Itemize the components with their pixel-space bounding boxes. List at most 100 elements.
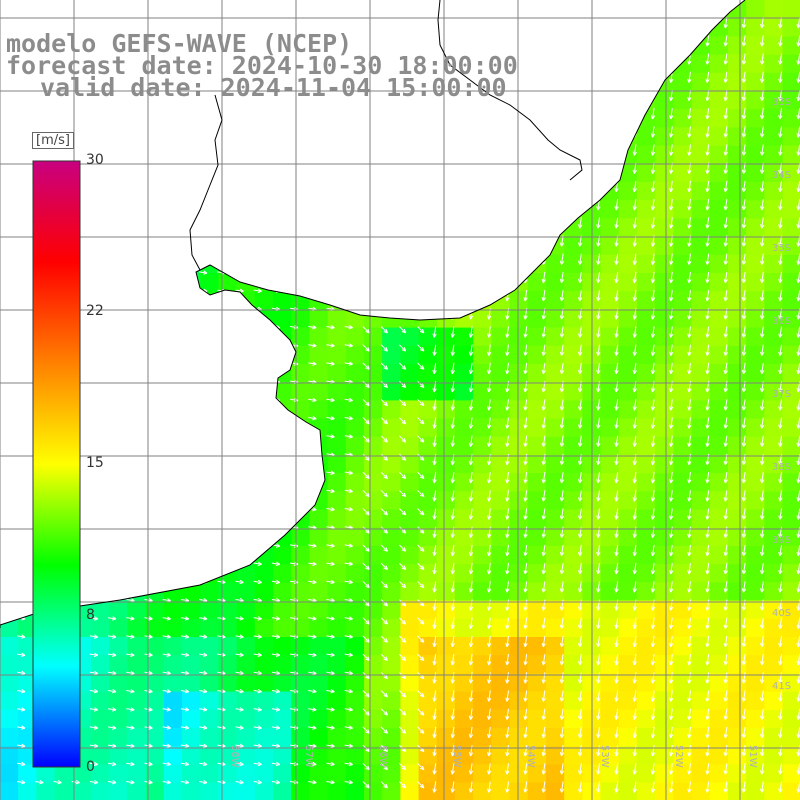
speed-cell [764,582,784,602]
speed-cell [618,582,638,602]
wind-arrow [398,562,407,570]
wind-arrow [108,652,117,657]
wind-arrow [523,362,528,375]
speed-cell [655,418,674,438]
wind-arrow [468,544,474,557]
speed-cell [709,527,729,547]
speed-cell [728,709,747,729]
speed-cell [127,782,147,800]
wind-arrow [326,779,335,785]
wind-arrow [632,472,637,484]
wind-arrow [344,415,353,421]
speed-cell [18,782,37,800]
speed-cell [436,709,456,729]
speed-cell [345,637,365,656]
speed-cell [436,364,456,383]
wind-arrow [559,544,565,557]
speed-cell [0,637,19,656]
speed-cell [527,273,547,292]
wind-arrow [417,599,425,607]
wind-arrow [541,581,546,593]
wind-arrow [541,490,546,502]
wind-arrow [523,745,528,757]
speed-cell [655,163,674,183]
wind-arrow [559,435,565,447]
speed-cell [691,691,711,711]
speed-cell [618,218,638,238]
wind-arrow [344,488,353,494]
speed-cell [673,382,693,401]
speed-cell [527,455,547,474]
wind-arrow [380,781,388,789]
speed-cell [273,673,292,693]
speed-cell [764,145,784,165]
speed-cell [473,746,492,765]
speed-cell [637,254,656,274]
speed-cell [473,691,492,711]
speed-cell [618,709,638,729]
wind-arrow [398,708,407,716]
speed-cell [345,364,365,383]
wind-arrow [417,471,425,479]
speed-cell [273,764,292,784]
wind-arrow [650,726,656,739]
wind-arrow [723,35,728,47]
wind-arrow [705,399,710,411]
speed-cell [564,709,583,729]
speed-cell [746,182,765,201]
wind-arrow [468,472,474,484]
longitude-label: 58W [229,745,240,768]
wind-arrow [723,89,728,102]
wind-arrow [596,726,601,739]
speed-cell [491,509,511,529]
wind-arrow [705,435,710,447]
speed-cell [637,291,656,310]
longitude-label: 52W [673,745,684,768]
speed-cell [637,582,656,602]
speed-cell [782,564,800,583]
speed-cell [728,382,747,401]
speed-cell [637,746,656,765]
wind-arrow [760,271,765,284]
wind-arrow [741,108,747,120]
wind-arrow [741,581,747,593]
speed-cell [309,564,329,583]
speed-cell [618,182,638,201]
wind-arrow [596,435,601,447]
speed-cell [746,546,765,565]
wind-arrow [632,399,637,411]
wind-arrow [541,781,546,793]
speed-cell [746,782,765,800]
speed-cell [455,436,474,456]
wind-arrow [362,690,370,698]
speed-cell [637,509,656,529]
wind-arrow [632,654,637,666]
wind-arrow [741,126,747,138]
wind-arrow [650,763,656,775]
speed-cell [618,382,638,401]
wind-arrow [271,779,281,785]
speed-cell [527,655,547,674]
speed-cell [455,509,474,529]
speed-cell [109,728,128,747]
wind-arrow [687,271,692,284]
speed-cell [345,618,365,638]
wind-arrow [271,561,281,566]
wind-arrow [487,672,492,684]
wind-arrow [17,707,26,712]
speed-cell [600,709,620,729]
speed-cell [782,709,800,729]
wind-arrow [596,781,601,793]
speed-cell [546,509,565,529]
wind-arrow [596,362,601,375]
speed-cell [673,400,693,420]
wind-arrow [271,725,281,730]
speed-cell [455,345,474,365]
wind-arrow [687,708,692,720]
wind-arrow [723,199,728,211]
wind-arrow [778,490,783,502]
wind-arrow [523,399,528,411]
latitude-label: 41S [772,681,791,692]
wind-arrow [723,581,728,593]
